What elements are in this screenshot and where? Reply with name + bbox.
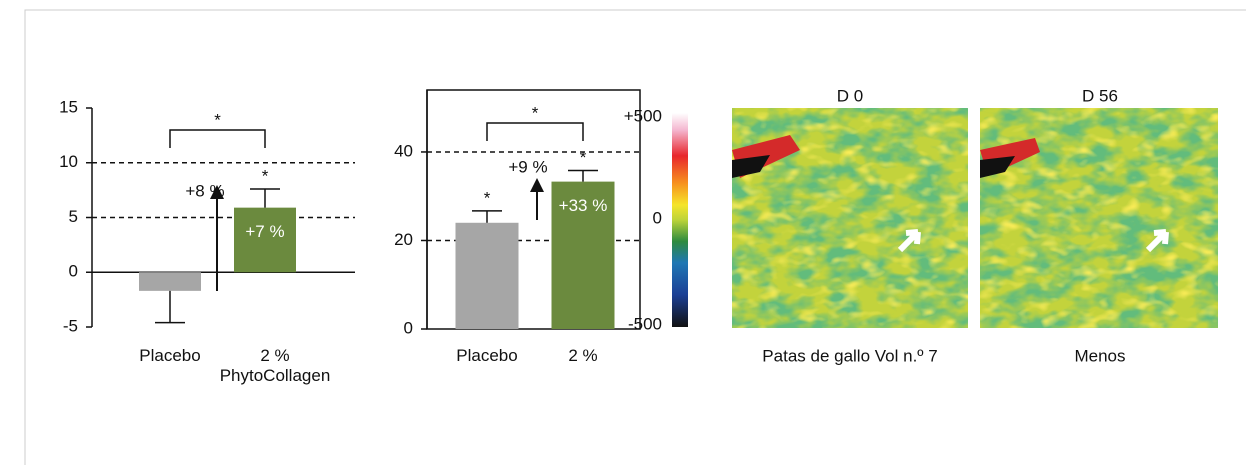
x-tick-label: Placebo (456, 346, 518, 365)
colorbar-label: +500 (624, 106, 662, 125)
change-label: +33 % (559, 196, 608, 215)
caption: Patas de gallo Vol n.º 7 (762, 346, 937, 365)
y-tick-label: 10 (59, 152, 78, 171)
significance-marker: * (262, 167, 269, 186)
colorbar (672, 113, 688, 327)
colorbar-label: 0 (653, 208, 662, 227)
colorbar-label: -500 (628, 314, 662, 333)
change-label: +8 % (185, 181, 224, 200)
x-tick-label: 2 % PhytoCollagen (219, 346, 331, 385)
y-tick-label: -5 (63, 316, 78, 335)
y-tick-label: 0 (404, 318, 413, 337)
significance-marker: * (214, 110, 221, 129)
arrow-head (210, 185, 224, 199)
y-tick-label: 40 (394, 141, 413, 160)
change-label: +9 % (508, 157, 547, 176)
y-tick-label: 0 (69, 262, 78, 281)
plot-frame (426, 89, 641, 330)
bar (139, 272, 201, 291)
bracket (486, 122, 584, 141)
arrow-head (530, 178, 544, 192)
bar (234, 207, 296, 273)
caption: Menos (1074, 346, 1125, 365)
heatmap (732, 108, 968, 328)
y-tick-label: 15 (59, 97, 78, 116)
frame (24, 9, 1246, 465)
x-tick-label: Placebo (139, 346, 201, 365)
significance-marker: * (580, 148, 587, 167)
x-tick-label: 2 % (568, 346, 598, 365)
bar (551, 181, 615, 329)
panel-title: D 0 (837, 86, 863, 105)
bar (455, 222, 519, 329)
significance-marker: * (484, 188, 491, 207)
significance-marker: * (532, 103, 539, 122)
bracket (169, 129, 266, 148)
y-tick-label: 20 (394, 230, 413, 249)
panel-title: D 56 (1082, 86, 1118, 105)
change-label: +7 % (245, 222, 284, 241)
y-tick-label: 5 (69, 207, 78, 226)
heatmap (980, 108, 1218, 328)
